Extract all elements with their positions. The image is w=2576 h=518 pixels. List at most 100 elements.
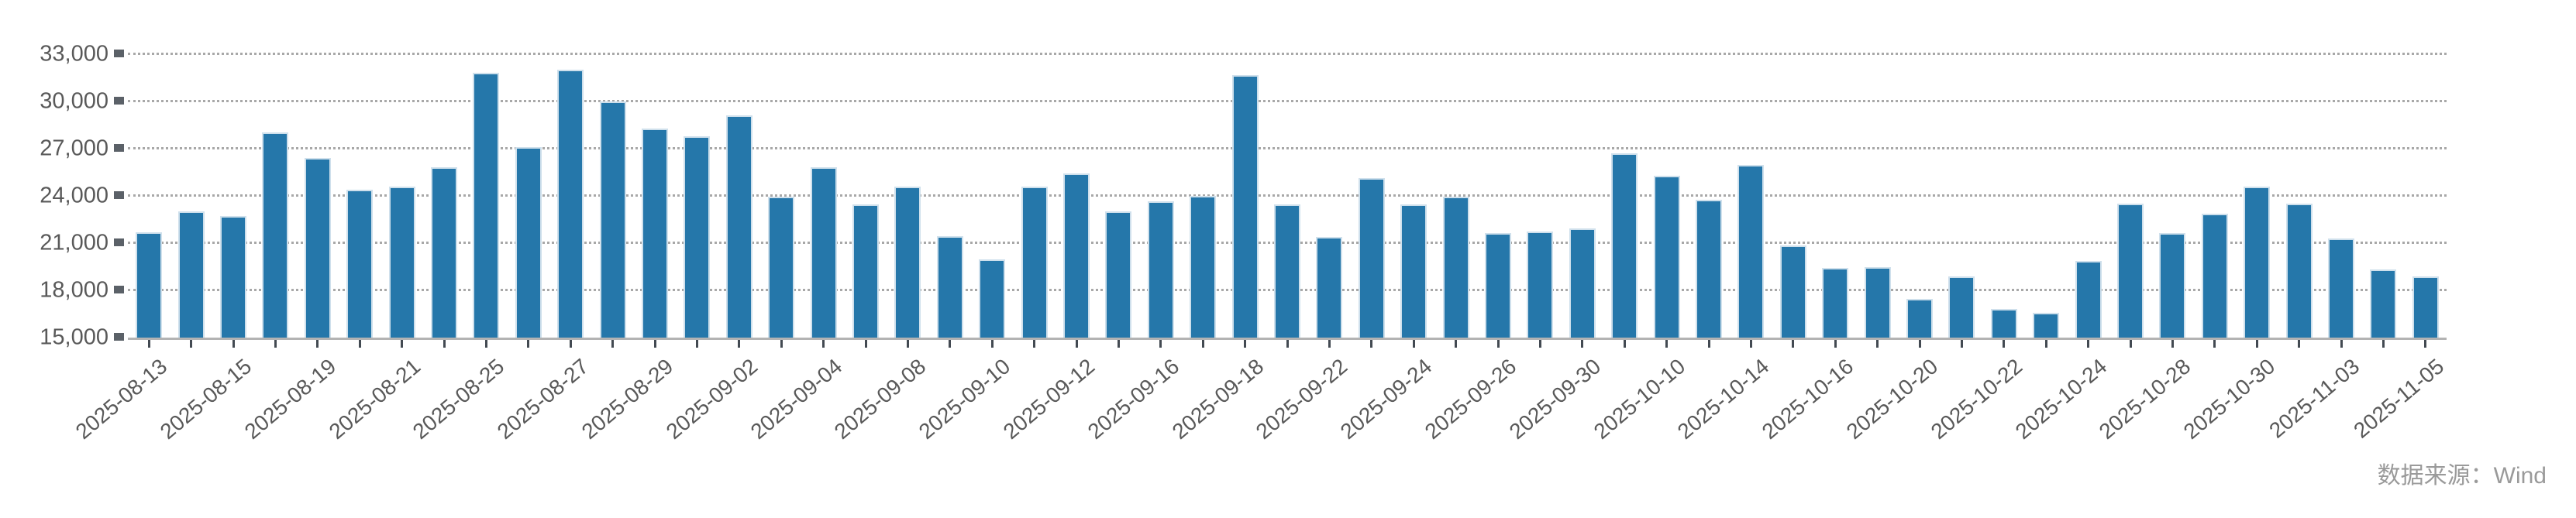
x-axis-tick [527,340,530,348]
bar [1063,173,1090,338]
x-axis-label: 2025-09-08 [830,354,931,444]
x-axis-tick [569,340,572,348]
x-axis-tick [2044,340,2047,348]
bar [1358,177,1385,338]
x-axis-label: 2025-08-15 [155,354,257,444]
bar [1105,211,1132,338]
y-axis-label: 24,000 [40,183,108,208]
x-axis-tick [1159,340,1162,348]
x-axis-tick [653,340,656,348]
y-axis-tick [114,238,124,246]
x-axis-tick [2213,340,2216,348]
bar [262,132,289,338]
x-axis-tick [611,340,615,348]
x-axis-tick [2129,340,2132,348]
x-axis-tick [1370,340,1373,348]
bar [431,167,457,338]
bar [304,158,331,338]
x-axis-tick [484,340,487,348]
bar [684,136,711,338]
bar [1779,245,1806,338]
x-axis-tick [1834,340,1837,348]
x-axis-tick [2003,340,2006,348]
x-axis-tick [2381,340,2385,348]
x-axis-tick [1918,340,1921,348]
x-axis-tick [1665,340,1669,348]
bar [1316,236,1343,338]
x-axis-label: 2025-09-26 [1420,354,1521,444]
bar [388,186,415,338]
x-axis-line [128,338,2447,340]
gridline [128,53,2447,55]
bar [810,167,837,338]
x-axis-tick [401,340,404,348]
x-axis-tick [738,340,741,348]
x-axis-label: 2025-09-04 [746,354,846,444]
x-axis-tick [1201,340,1204,348]
bar [1147,201,1174,338]
y-axis-tick [114,191,124,199]
x-axis-tick [822,340,825,348]
bar [1696,200,1722,338]
x-axis-tick [990,340,994,348]
bar [2412,276,2439,338]
x-axis-tick [1117,340,1120,348]
bar [599,101,626,338]
x-axis-label: 2025-09-30 [1504,354,1606,444]
bar [852,204,879,338]
x-axis-label: 2025-09-02 [661,354,763,444]
x-axis-tick [274,340,277,348]
x-axis-tick [2087,340,2090,348]
x-axis-tick [1749,340,1752,348]
bar [2244,186,2271,338]
x-axis-label: 2025-10-10 [1589,354,1689,444]
x-axis-tick [949,340,952,348]
bar [557,70,584,338]
bar [2033,312,2060,338]
x-axis-label: 2025-09-22 [1252,354,1352,444]
x-axis-tick [1707,340,1710,348]
bar [2328,238,2354,338]
bar [979,259,1006,338]
x-axis-label: 2025-09-24 [1335,354,1437,444]
x-axis-tick [147,340,150,348]
bar [2201,214,2228,338]
bar [2159,232,2186,338]
bar [346,189,374,338]
x-axis-label: 2025-08-19 [239,354,341,444]
x-axis-tick [358,340,361,348]
bar [1864,266,1891,338]
y-axis-tick [114,97,124,105]
x-axis-tick [1412,340,1415,348]
bar [220,216,246,338]
bar [1737,165,1765,338]
x-axis-label: 2025-09-10 [914,354,1015,444]
y-axis-tick [114,333,124,341]
bar [177,211,205,338]
x-axis-label: 2025-10-20 [1841,354,1943,444]
bar [768,197,795,338]
x-axis-tick [1876,340,1879,348]
x-axis-tick [1496,340,1500,348]
x-axis-tick [1328,340,1331,348]
x-axis-tick [2424,340,2427,348]
bar [1231,75,1259,338]
y-axis-tick [114,144,124,152]
x-axis-label: 2025-09-18 [1167,354,1268,444]
bar [936,235,963,338]
x-axis-tick [1075,340,1078,348]
gridline [128,194,2447,197]
x-axis-label: 2025-10-24 [2010,354,2111,444]
y-axis-label: 27,000 [40,136,108,161]
bar [2117,204,2144,338]
bar [642,128,668,338]
bar [1611,153,1638,338]
x-axis-label: 2025-08-13 [71,354,172,444]
x-axis-tick [1244,340,1247,348]
gridline [128,100,2447,102]
x-axis-label: 2025-08-27 [492,354,594,444]
bar [894,186,921,338]
bar [1653,175,1680,338]
x-axis-label: 2025-08-25 [408,354,509,444]
